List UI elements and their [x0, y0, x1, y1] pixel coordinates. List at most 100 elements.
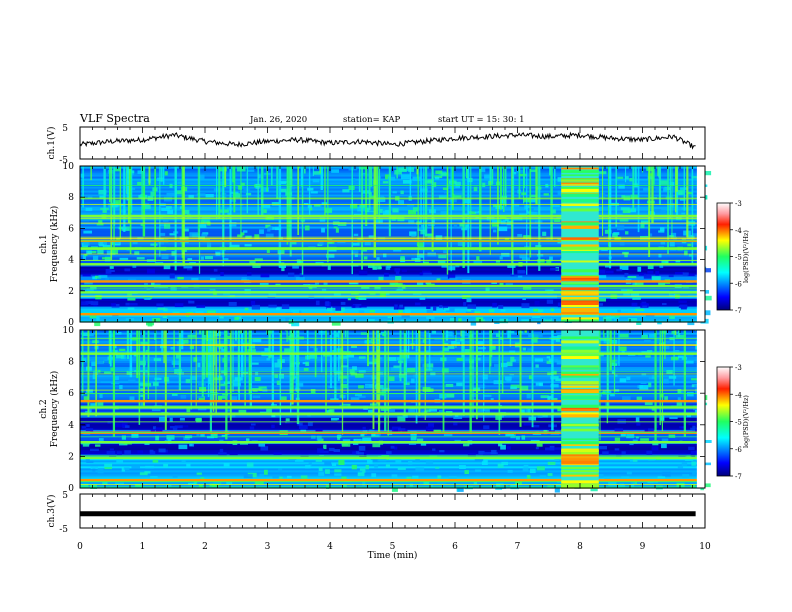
heatmap-cell	[614, 437, 621, 442]
heatmap-cell	[494, 321, 500, 324]
heatmap-cell	[648, 173, 654, 177]
heatmap-cell	[278, 264, 286, 268]
sferic-streak	[467, 166, 470, 274]
sferic-streak	[469, 330, 472, 435]
heatmap-cell	[627, 276, 637, 279]
heatmap-cell	[658, 230, 665, 233]
heatmap-cell	[130, 303, 138, 306]
heatmap-cell	[440, 211, 449, 216]
sferic-streak	[312, 166, 314, 177]
heatmap-cell	[231, 396, 238, 401]
heatmap-cell	[249, 426, 255, 430]
heatmap-cell	[619, 378, 627, 383]
heatmap-cell	[493, 204, 502, 208]
heatmap-cell	[433, 429, 441, 433]
heatmap-cell	[632, 458, 638, 462]
heatmap-cell	[369, 429, 375, 433]
heatmap-cell	[260, 273, 270, 278]
bright-line	[80, 478, 705, 482]
heatmap-row	[80, 232, 705, 235]
sferic-streak	[233, 166, 236, 213]
heatmap-cell	[237, 234, 243, 238]
heatmap-cell	[300, 429, 307, 433]
sferic-streak	[330, 330, 332, 389]
heatmap-cell	[470, 320, 477, 326]
heatmap-cell	[398, 310, 403, 315]
ch2-spectrum-ytick-10: 10	[63, 326, 75, 336]
heatmap-row	[80, 425, 705, 428]
heatmap-row	[80, 461, 705, 465]
heatmap-row	[80, 350, 705, 353]
sferic-streak	[461, 330, 464, 358]
heatmap-cell	[350, 397, 360, 400]
heatmap-cell	[498, 305, 504, 309]
heatmap-cell	[447, 274, 456, 279]
burst-line	[561, 222, 599, 226]
heatmap-cell	[668, 375, 677, 379]
sferic-streak	[161, 330, 164, 355]
heatmap-cell	[280, 188, 287, 193]
heatmap-cell	[417, 228, 426, 231]
heatmap-row	[80, 180, 705, 183]
heatmap-cell	[217, 395, 227, 399]
heatmap-cell	[203, 218, 210, 224]
faint-line	[80, 236, 705, 238]
heatmap-cell	[193, 357, 198, 362]
heatmap-cell	[257, 174, 261, 179]
heatmap-cell	[543, 193, 549, 196]
heatmap-cell	[412, 207, 418, 212]
sferic-streak	[503, 166, 505, 212]
heatmap-cell	[521, 303, 530, 309]
heatmap-cell	[369, 309, 375, 313]
ch2-spectrum-colorbar-tick-m5: -5	[735, 419, 742, 427]
heatmap-cell	[275, 283, 281, 286]
heatmap-cell	[154, 377, 160, 381]
heatmap-cell	[126, 370, 132, 375]
heatmap-cell	[621, 350, 625, 354]
heatmap-row	[80, 194, 705, 197]
heatmap-cell	[199, 224, 207, 228]
heatmap-cell	[627, 353, 636, 356]
heatmap-cell	[522, 347, 526, 351]
heatmap-cell	[121, 466, 125, 472]
heatmap-cell	[364, 240, 371, 246]
heatmap-cell	[96, 223, 104, 226]
heatmap-cell	[677, 355, 684, 359]
heatmap-cell	[260, 446, 269, 451]
heatmap-cell	[87, 250, 97, 254]
heatmap-cell	[355, 373, 364, 378]
heatmap-cell	[281, 266, 285, 272]
heatmap-cell	[536, 442, 543, 447]
heatmap-cell	[115, 375, 119, 380]
heatmap-cell	[392, 208, 399, 213]
heatmap-cell	[485, 287, 490, 293]
heatmap-cell	[547, 473, 553, 477]
ch2-spectrum-colorbar	[716, 366, 731, 477]
faint-line	[80, 344, 705, 346]
heatmap-cell	[161, 208, 170, 212]
heatmap-cell	[207, 311, 215, 315]
heatmap-cell	[371, 473, 377, 478]
heatmap-cell	[636, 421, 641, 426]
heatmap-cell	[317, 448, 324, 453]
sferic-streak	[138, 330, 141, 425]
xtick-7: 7	[515, 542, 521, 552]
heatmap-cell	[247, 169, 255, 172]
heatmap-row	[80, 182, 705, 185]
heatmap-cell	[658, 253, 662, 258]
sferic-streak	[368, 166, 371, 211]
heatmap-cell	[454, 184, 460, 189]
ch3-voltage-ytick-bottom: -5	[59, 525, 68, 535]
heatmap-cell	[239, 442, 248, 445]
sferic-streak	[523, 166, 525, 204]
heatmap-cell	[681, 462, 688, 466]
sferic-streak	[431, 166, 434, 227]
heatmap-cell	[608, 481, 617, 486]
burst-line	[561, 336, 599, 339]
heatmap-cell	[104, 371, 112, 374]
heatmap-cell	[501, 252, 510, 257]
heatmap-cell	[95, 275, 102, 279]
heatmap-cell	[687, 191, 693, 195]
heatmap-cell	[205, 194, 214, 198]
heatmap-cell	[411, 234, 416, 237]
